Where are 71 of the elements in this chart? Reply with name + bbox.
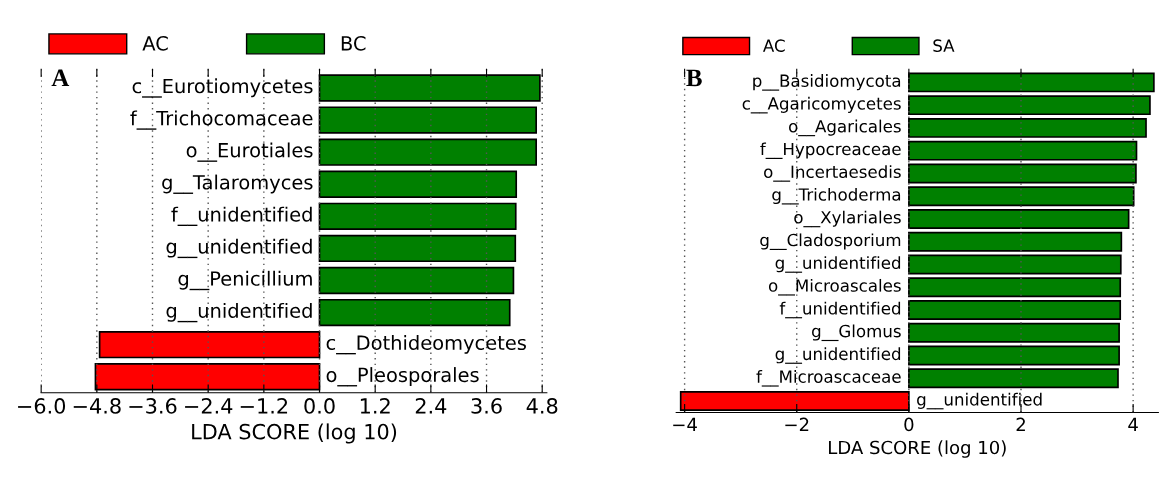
bar	[908, 140, 1138, 161]
category-label: g__Talaromyces	[162, 174, 313, 194]
legend-label: AC	[763, 39, 785, 52]
category-label: c__Dothideomycetes	[326, 334, 526, 355]
bar	[908, 277, 1122, 298]
x-tick-label: −4	[673, 417, 697, 432]
x-tick-label: 2.4	[415, 398, 447, 414]
bar	[908, 72, 1155, 93]
x-tick-label: −3.6	[129, 398, 177, 414]
category-label: g__Cladosporium	[760, 233, 901, 251]
category-label: g__Glomus	[812, 324, 901, 342]
bar	[908, 163, 1137, 184]
bar	[318, 138, 538, 166]
x-tick-label: −6.0	[18, 398, 66, 414]
bar	[318, 202, 517, 231]
category-label: g__Trichoderma	[772, 187, 901, 205]
category-label: c__Eurotiomycetes	[132, 78, 313, 98]
bar	[94, 363, 321, 391]
x-tick-label: 1.2	[360, 398, 390, 414]
bar	[318, 298, 511, 327]
bar	[98, 331, 321, 359]
x-axis-title: LDA SCORE (log 10)	[192, 423, 397, 444]
bar	[908, 254, 1122, 275]
category-label: f__unidentified	[779, 301, 901, 319]
bar	[908, 345, 1120, 366]
category-label: o__Eurotiales	[186, 142, 313, 162]
x-tick-label: −2.4	[185, 398, 233, 414]
x-tick-label: 2	[1016, 417, 1025, 432]
x-tick-label: 4.8	[526, 398, 558, 414]
bar	[908, 231, 1123, 252]
bar	[318, 234, 517, 263]
x-tick-label: −4.8	[73, 398, 121, 414]
x-axis-title: LDA SCORE (log 10)	[829, 440, 1006, 458]
legend-label: AC	[142, 36, 168, 51]
bar	[318, 170, 518, 198]
legend-label: SA	[933, 39, 955, 52]
category-label: o__Agaricales	[789, 119, 901, 137]
annotation: B	[686, 69, 702, 87]
category-label: f__Hypocreaceae	[760, 142, 901, 159]
x-tick-label: −2	[785, 417, 809, 432]
category-label: g__unidentified	[775, 256, 901, 273]
category-label: g__Penicillium	[178, 270, 312, 291]
bar	[908, 117, 1147, 138]
category-label: g__unidentified	[166, 302, 312, 323]
bar	[908, 368, 1119, 389]
category-label: o__Pleosporales	[326, 367, 479, 387]
category-label: f__Microascaceae	[756, 370, 901, 387]
bar	[908, 186, 1135, 207]
bar	[318, 266, 515, 295]
bar	[318, 106, 538, 134]
category-label: g__unidentified	[775, 347, 901, 364]
legend-label: BC	[341, 36, 366, 51]
category-label: f__Trichocomaceae	[130, 110, 313, 130]
category-label: o__Incertaesedis	[764, 165, 901, 182]
category-label: c__Agaricomycetes	[742, 96, 901, 114]
category-label: p__Basidiomycota	[753, 74, 901, 91]
bar	[908, 300, 1122, 320]
x-tick-label: 0.0	[304, 398, 335, 414]
annotation: A	[51, 69, 70, 87]
category-label: g__unidentified	[917, 392, 1042, 410]
category-label: g__unidentified	[166, 238, 312, 259]
x-tick-label: 4	[1128, 417, 1138, 432]
category-label: f__unidentified	[171, 206, 312, 227]
category-label: o__Xylariales	[794, 210, 901, 228]
x-tick-label: −1.2	[240, 398, 288, 414]
category-label: o__Microascales	[768, 278, 901, 296]
bar	[908, 95, 1151, 116]
bar	[908, 209, 1130, 229]
x-tick-label: 0	[904, 417, 914, 432]
bar	[908, 322, 1120, 343]
x-tick-label: 3.6	[471, 398, 502, 414]
